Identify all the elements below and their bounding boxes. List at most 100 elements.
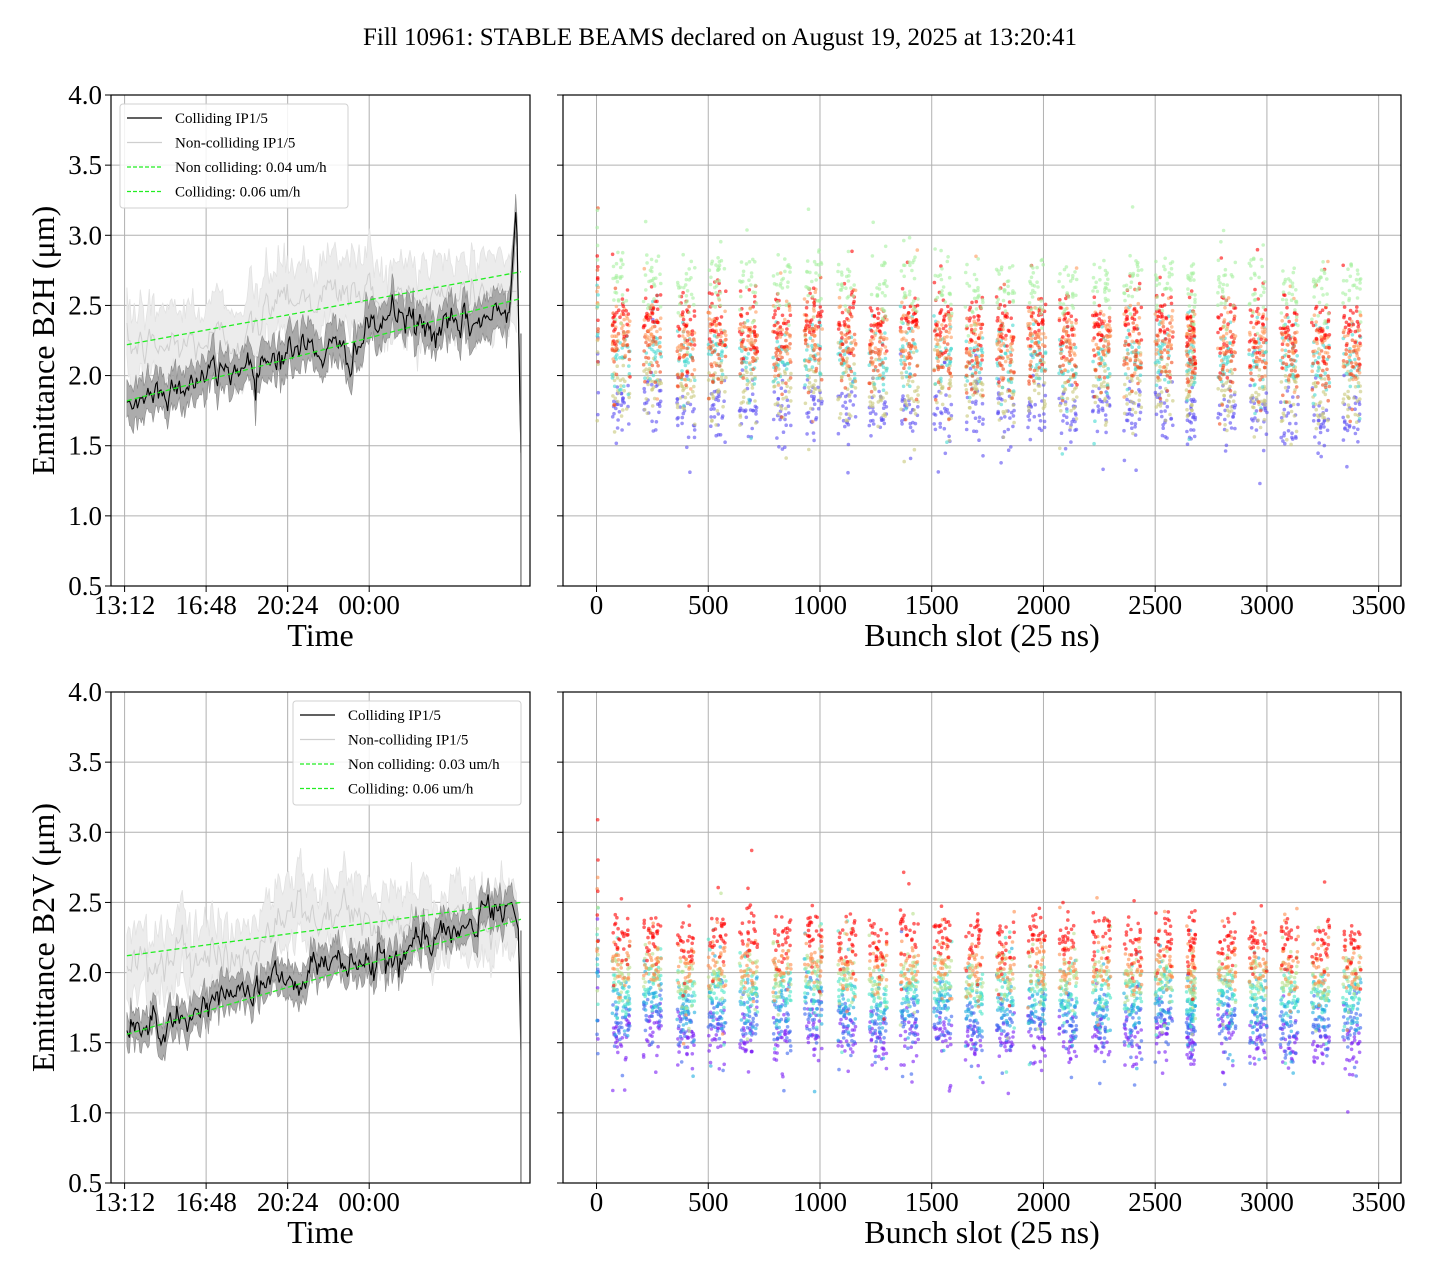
scatter-point: [1133, 410, 1138, 415]
scatter-point: [972, 323, 977, 327]
scatter-point: [781, 430, 786, 435]
scatter-point: [627, 985, 631, 989]
scatter-point: [1100, 406, 1105, 411]
scatter-point: [1248, 383, 1252, 388]
scatter-point: [908, 263, 912, 268]
scatter-point: [1356, 325, 1360, 329]
scatter-point: [914, 322, 918, 327]
scatter-point: [1278, 358, 1283, 363]
scatter-point: [613, 1032, 617, 1037]
scatter-point: [706, 396, 711, 401]
scatter-point: [1027, 382, 1031, 386]
scatter-point: [1105, 403, 1110, 407]
scatter-point: [836, 327, 841, 331]
scatter-point: [1094, 384, 1099, 388]
scatter-point: [657, 382, 661, 386]
scatter-point: [881, 318, 886, 322]
scatter-point: [817, 320, 822, 325]
scatter-point: [1311, 419, 1316, 423]
scatter-point: [786, 280, 790, 285]
scatter-point: [948, 359, 952, 364]
scatter-point: [625, 322, 629, 327]
scatter-point: [963, 383, 968, 388]
scatter-point: [625, 288, 630, 292]
scatter-point: [626, 998, 630, 1003]
scatter-point: [936, 380, 941, 385]
scatter-point: [1164, 286, 1169, 291]
scatter-point: [716, 352, 720, 357]
scatter-point: [643, 1028, 648, 1033]
scatter-point: [1219, 240, 1223, 244]
scatter-point: [626, 972, 631, 977]
scatter-point: [1102, 380, 1106, 384]
scatter-point: [652, 972, 656, 976]
scatter-point: [717, 321, 721, 326]
scatter-point: [1255, 331, 1260, 336]
scatter-point: [775, 436, 779, 440]
scatter-point: [913, 421, 918, 426]
scatter-point: [1316, 369, 1320, 373]
scatter-point: [1026, 425, 1030, 430]
scatter-point: [938, 334, 942, 338]
scatter-point: [1290, 292, 1295, 297]
scatter-point: [785, 351, 790, 356]
scatter-point: [646, 335, 650, 339]
scatter-point: [1283, 374, 1288, 378]
scatter-point: [1227, 400, 1232, 404]
scatter-point: [869, 323, 873, 328]
scatter-point: [940, 323, 944, 327]
scatter-point: [1165, 398, 1169, 403]
scatter-point: [1165, 281, 1170, 286]
scatter-point: [1261, 340, 1266, 345]
scatter-point: [972, 348, 977, 353]
scatter-point: [623, 996, 628, 1000]
scatter-point: [642, 318, 647, 322]
scatter-point: [643, 333, 648, 337]
scatter-area: [595, 205, 1363, 486]
scatter-point: [622, 1088, 627, 1092]
scatter-point: [1294, 349, 1298, 353]
scatter-point: [1006, 291, 1011, 296]
scatter-point: [1035, 280, 1039, 285]
scatter-point: [723, 329, 727, 334]
scatter-point: [1074, 321, 1078, 325]
scatter-point: [773, 309, 777, 313]
scatter-point: [657, 389, 662, 393]
scatter-point: [1291, 270, 1296, 275]
scatter-point: [626, 392, 631, 397]
scatter-point: [751, 257, 755, 262]
scatter-point: [842, 281, 847, 286]
scatter-point: [1341, 364, 1346, 369]
scatter-point: [619, 966, 623, 970]
scatter-point: [906, 311, 911, 315]
scatter-point: [975, 347, 980, 352]
scatter-point: [1063, 358, 1068, 362]
scatter-point: [1007, 329, 1012, 334]
scatter-point: [1102, 344, 1106, 349]
scatter-point: [646, 987, 650, 991]
scatter-point: [1291, 402, 1296, 407]
scatter-point: [1187, 277, 1191, 281]
scatter-point: [1193, 417, 1197, 422]
scatter-point: [965, 414, 969, 418]
scatter-point: [781, 321, 786, 326]
scatter-point: [745, 228, 749, 232]
scatter-point: [1072, 405, 1077, 410]
scatter-point: [1286, 375, 1291, 380]
scatter-point: [1043, 302, 1048, 307]
scatter-point: [714, 291, 718, 295]
scatter-point: [1262, 280, 1267, 284]
scatter-point: [786, 404, 791, 409]
scatter-point: [966, 334, 971, 338]
scatter-point: [963, 305, 968, 309]
scatter-point: [881, 406, 886, 411]
scatter-point: [737, 409, 742, 413]
scatter-point: [1105, 323, 1110, 327]
scatter-point: [973, 416, 978, 421]
scatter-point: [1314, 320, 1318, 324]
scatter-point: [784, 367, 789, 371]
scatter-point: [1216, 290, 1220, 295]
scatter-point: [649, 279, 653, 283]
scatter-point: [774, 346, 779, 351]
scatter-point: [804, 367, 809, 372]
